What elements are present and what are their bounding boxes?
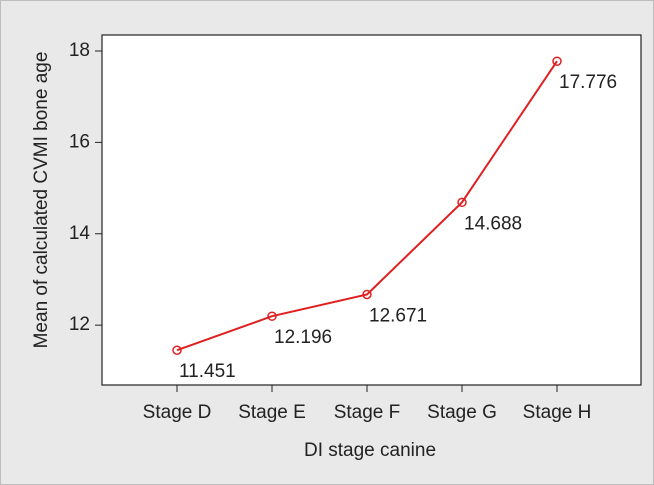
y-axis-label: Mean of calculated CVMI bone age bbox=[31, 52, 52, 349]
y-tick-label: 12 bbox=[69, 314, 90, 335]
data-label: 12.196 bbox=[274, 327, 332, 348]
y-tick-label: 16 bbox=[69, 131, 90, 152]
y-tick-label: 14 bbox=[69, 223, 91, 244]
chart: Mean of calculated CVMI bone age DI stag… bbox=[0, 0, 654, 485]
x-tick-label: Stage H bbox=[523, 402, 592, 423]
data-label: 17.776 bbox=[559, 72, 617, 93]
data-label: 11.451 bbox=[179, 361, 236, 382]
data-label: 14.688 bbox=[464, 213, 522, 234]
x-tick-label: Stage D bbox=[143, 402, 212, 423]
x-tick-label: Stage F bbox=[334, 402, 401, 423]
x-tick-label: Stage E bbox=[238, 402, 306, 423]
x-tick-label: Stage G bbox=[427, 402, 497, 423]
data-label: 12.671 bbox=[369, 305, 427, 326]
x-axis-label: DI stage canine bbox=[304, 440, 436, 461]
y-tick-label: 18 bbox=[69, 40, 90, 61]
